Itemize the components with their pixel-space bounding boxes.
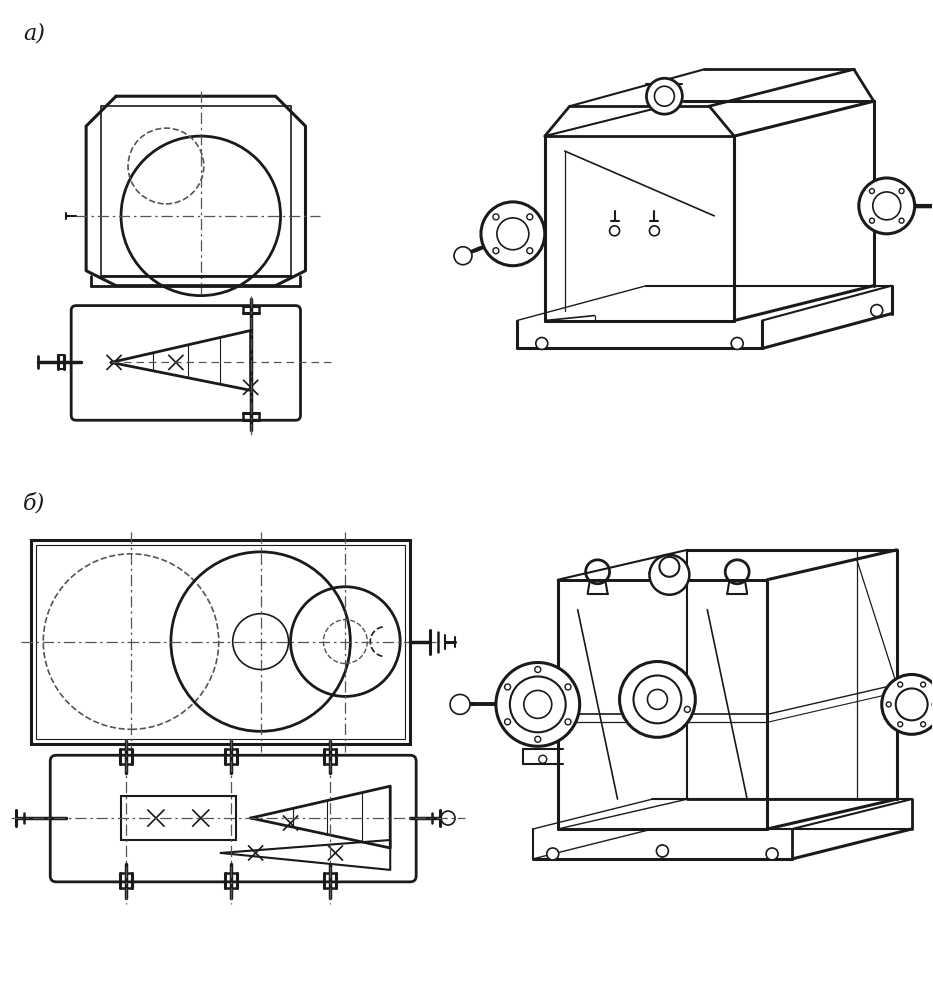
Circle shape — [527, 247, 533, 253]
Circle shape — [535, 737, 541, 743]
Circle shape — [882, 674, 933, 735]
Circle shape — [454, 247, 472, 264]
Circle shape — [898, 682, 903, 687]
Circle shape — [649, 555, 689, 595]
Bar — [101, 107, 290, 275]
Circle shape — [505, 719, 510, 725]
Circle shape — [899, 189, 904, 194]
Circle shape — [535, 666, 541, 672]
Circle shape — [766, 848, 778, 860]
Circle shape — [547, 848, 559, 860]
Circle shape — [649, 226, 660, 236]
Circle shape — [886, 701, 891, 707]
Circle shape — [565, 719, 571, 725]
Circle shape — [859, 178, 914, 234]
Circle shape — [647, 78, 682, 115]
Bar — [121, 796, 236, 840]
Circle shape — [921, 682, 926, 687]
Circle shape — [684, 707, 690, 713]
Circle shape — [731, 338, 744, 350]
Circle shape — [505, 684, 510, 690]
Circle shape — [527, 214, 533, 220]
Text: a): a) — [23, 22, 45, 44]
Bar — [32, 540, 411, 745]
Circle shape — [657, 845, 668, 857]
Circle shape — [480, 202, 545, 265]
Text: б): б) — [23, 493, 46, 515]
Circle shape — [565, 684, 571, 690]
Circle shape — [609, 226, 620, 236]
Circle shape — [898, 722, 903, 727]
Circle shape — [870, 189, 874, 194]
Circle shape — [496, 662, 579, 747]
Circle shape — [899, 218, 904, 223]
Circle shape — [450, 694, 470, 715]
Circle shape — [493, 247, 499, 253]
Circle shape — [538, 755, 547, 763]
Bar — [36, 545, 405, 740]
Circle shape — [493, 214, 499, 220]
Circle shape — [536, 338, 548, 350]
Circle shape — [921, 722, 926, 727]
Circle shape — [660, 557, 679, 577]
Circle shape — [620, 661, 695, 738]
Circle shape — [870, 305, 883, 317]
Circle shape — [870, 218, 874, 223]
